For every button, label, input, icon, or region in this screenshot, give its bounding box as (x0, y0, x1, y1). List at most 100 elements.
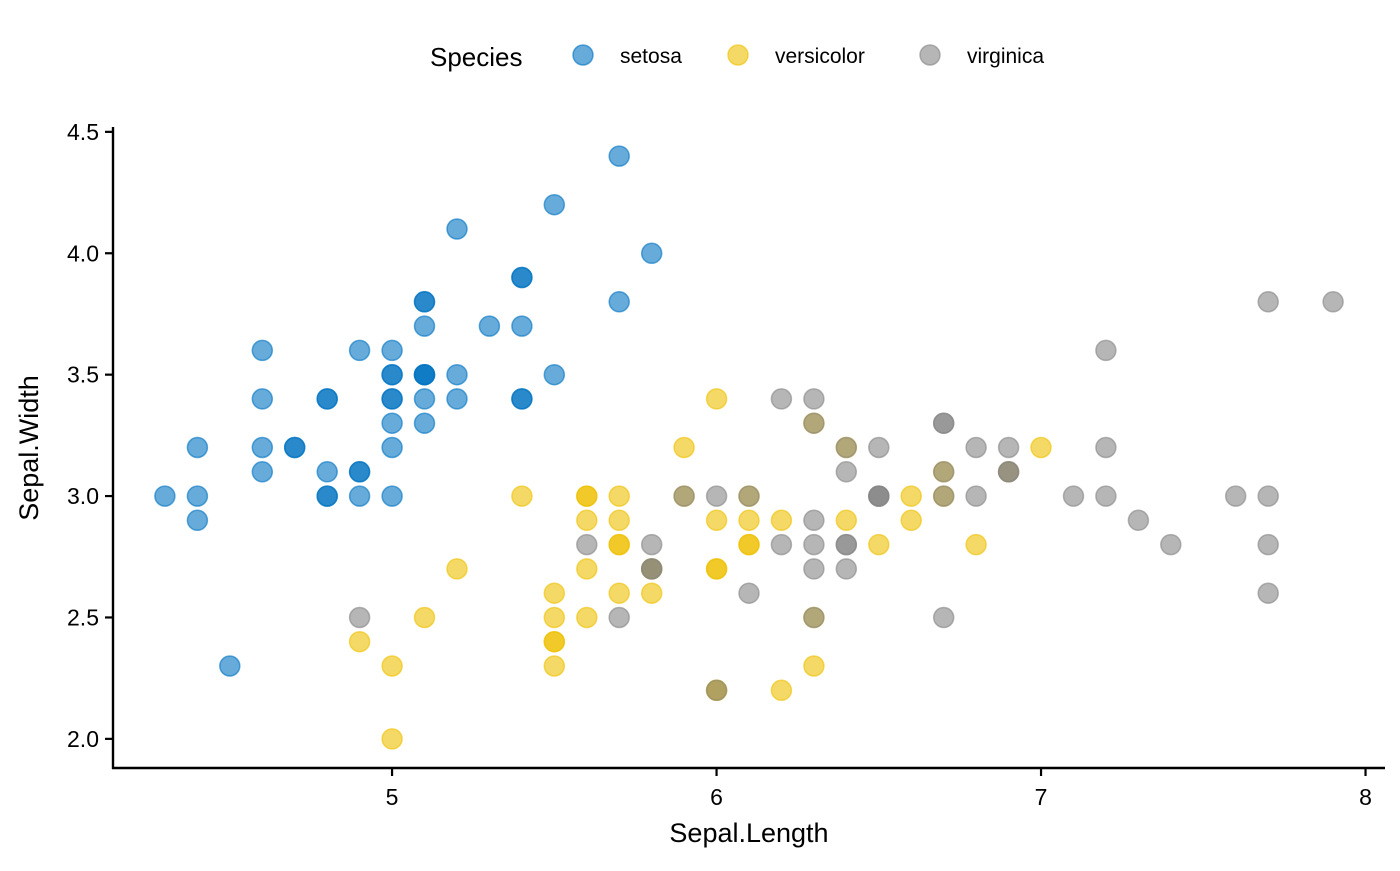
point-setosa (543, 363, 566, 386)
x-tick-label: 8 (1359, 784, 1372, 810)
x-ticks: 5 6 7 8 (386, 768, 1372, 810)
point-versicolor (381, 728, 403, 750)
point-virginica (868, 436, 890, 459)
point-setosa (413, 291, 436, 313)
point-versicolor (705, 509, 728, 532)
point-virginica (803, 388, 825, 410)
point-virginica (348, 606, 371, 629)
point-setosa (283, 436, 306, 459)
point-virginica (738, 485, 760, 507)
point-setosa (348, 339, 371, 362)
point-virginica (932, 606, 955, 629)
point-versicolor (900, 485, 922, 507)
point-virginica (705, 485, 728, 507)
point-setosa (381, 388, 403, 410)
legend-key-versicolor (727, 44, 749, 66)
point-versicolor (576, 558, 598, 580)
point-versicolor (381, 655, 403, 677)
point-versicolor (770, 679, 793, 702)
point-setosa (348, 485, 371, 507)
point-setosa (251, 436, 274, 459)
point-versicolor (900, 509, 922, 532)
point-versicolor (576, 606, 598, 629)
point-virginica (1160, 533, 1182, 556)
y-tick-label: 3.0 (67, 483, 99, 509)
point-setosa (381, 339, 403, 362)
point-virginica (608, 606, 630, 629)
point-versicolor (543, 606, 566, 629)
y-tick-label: 2.0 (67, 726, 99, 752)
point-virginica (835, 558, 858, 580)
point-virginica (803, 606, 825, 629)
point-virginica (705, 679, 728, 702)
point-virginica (965, 436, 987, 459)
point-virginica (738, 582, 760, 604)
legend-key-virginica (919, 44, 941, 66)
point-setosa (446, 363, 468, 386)
point-virginica (640, 533, 663, 556)
point-setosa (413, 412, 436, 434)
point-virginica (803, 558, 825, 580)
point-virginica (673, 485, 695, 507)
legend: Species setosa versicolor virginica (430, 42, 1044, 72)
point-versicolor (608, 509, 630, 532)
y-axis-title: Sepal.Width (14, 375, 44, 521)
point-setosa (511, 266, 533, 289)
point-versicolor (738, 533, 760, 556)
x-axis-title: Sepal.Length (669, 818, 828, 848)
point-virginica (997, 461, 1020, 483)
y-tick-label: 4.5 (67, 119, 99, 145)
point-versicolor (770, 509, 793, 532)
point-setosa (413, 363, 436, 386)
point-virginica (932, 412, 955, 434)
point-virginica (803, 509, 825, 532)
point-virginica (835, 436, 858, 459)
point-virginica (932, 461, 955, 483)
point-versicolor (608, 533, 630, 556)
point-versicolor (543, 582, 566, 604)
point-setosa (186, 436, 209, 459)
point-virginica (1095, 339, 1117, 362)
point-setosa (543, 193, 566, 216)
point-versicolor (608, 582, 630, 604)
point-setosa (478, 315, 501, 337)
point-versicolor (348, 630, 371, 653)
point-versicolor (640, 582, 663, 604)
y-tick-label: 3.5 (67, 362, 99, 388)
point-versicolor (446, 558, 468, 580)
point-setosa (446, 388, 468, 410)
point-setosa (381, 436, 403, 459)
x-tick-label: 5 (386, 784, 399, 810)
point-virginica (1322, 291, 1344, 313)
point-versicolor (413, 606, 436, 629)
point-setosa (413, 388, 436, 410)
point-versicolor (511, 485, 533, 507)
legend-title: Species (430, 42, 523, 72)
legend-label-versicolor: versicolor (775, 45, 865, 68)
point-versicolor (835, 509, 858, 532)
point-virginica (1062, 485, 1085, 507)
point-virginica (1095, 436, 1117, 459)
point-versicolor (705, 388, 728, 410)
point-setosa (511, 388, 533, 410)
legend-label-setosa: setosa (620, 45, 682, 68)
point-virginica (1127, 509, 1150, 532)
point-setosa (251, 461, 274, 483)
point-virginica (997, 436, 1020, 459)
point-virginica (803, 412, 825, 434)
point-versicolor (543, 655, 566, 677)
point-versicolor (576, 509, 598, 532)
y-tick-label: 2.5 (67, 604, 99, 630)
point-versicolor (576, 485, 598, 507)
point-versicolor (1030, 436, 1052, 459)
point-virginica (835, 533, 858, 556)
point-virginica (1257, 582, 1279, 604)
point-setosa (186, 509, 209, 532)
point-setosa (381, 412, 403, 434)
point-versicolor (803, 655, 825, 677)
point-versicolor (965, 533, 987, 556)
point-setosa (251, 339, 274, 362)
point-virginica (1257, 291, 1279, 313)
point-versicolor (673, 436, 695, 459)
